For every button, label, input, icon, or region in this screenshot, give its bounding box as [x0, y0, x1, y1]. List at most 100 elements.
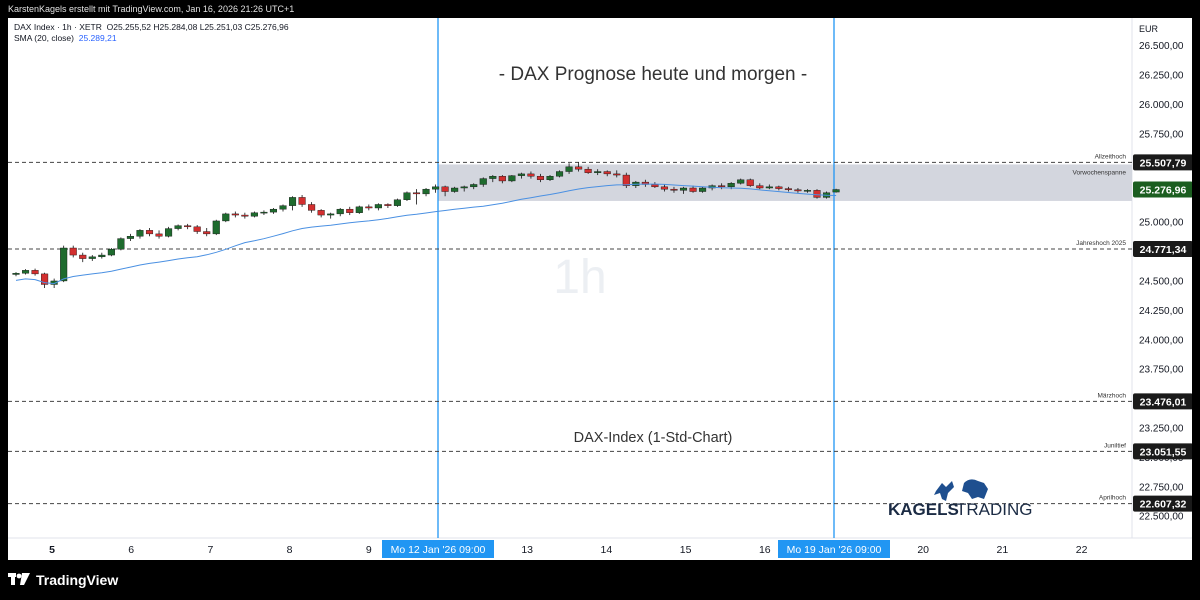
level-price-tag	[1133, 393, 1192, 410]
x-tick-label: 6	[128, 544, 134, 556]
candle	[651, 184, 659, 188]
candle	[298, 197, 306, 205]
candle	[832, 189, 840, 193]
candle	[775, 186, 783, 189]
candle	[384, 204, 392, 206]
candle	[317, 210, 325, 216]
candle	[432, 186, 440, 190]
candle	[556, 171, 564, 177]
candle	[327, 213, 335, 216]
candle	[460, 186, 468, 189]
level-name: Aprilhoch	[1099, 495, 1126, 502]
level-price-tag	[1133, 495, 1192, 512]
svg-text:KAGELS: KAGELS	[888, 500, 959, 519]
chart-panel[interactable]: 1h Vorwochenspanne Allzeithoch Jahreshoch 2…	[8, 18, 1192, 560]
candle	[403, 192, 411, 200]
x-tick-label: 13	[521, 544, 533, 556]
candle	[69, 247, 77, 256]
candle	[203, 231, 211, 235]
candle	[12, 273, 20, 275]
candle	[336, 208, 344, 215]
candle	[784, 188, 792, 190]
candle	[794, 189, 802, 192]
legend-sma-name: SMA (20, close)	[14, 33, 74, 43]
x-tick-label: 21	[997, 544, 1009, 556]
level-name: Juniltief	[1104, 442, 1126, 449]
candle	[107, 248, 115, 256]
svg-text:TRADING: TRADING	[956, 500, 1033, 519]
legend-sma-value: 25.289,21	[78, 33, 117, 43]
candle	[584, 168, 592, 173]
y-tick-label: 22.750,00	[1139, 482, 1184, 493]
candle	[603, 171, 611, 175]
candle	[145, 230, 154, 235]
candle	[679, 187, 688, 191]
candle	[479, 178, 487, 185]
interval-watermark: 1h	[553, 251, 606, 304]
tradingview-logo[interactable]: TradingView	[8, 572, 118, 588]
candle	[231, 213, 239, 216]
candle	[193, 226, 201, 232]
candle	[594, 171, 602, 173]
candle	[41, 273, 49, 285]
candle	[374, 204, 382, 209]
level-price-tag-text: 24.771,34	[1140, 244, 1187, 256]
candle	[250, 212, 258, 217]
candle	[565, 166, 573, 172]
candle	[60, 247, 68, 282]
candle	[660, 186, 668, 190]
candle	[613, 173, 621, 176]
y-tick-label: 25.750,00	[1139, 129, 1184, 140]
candle	[441, 186, 449, 192]
candle	[498, 176, 506, 182]
x-tick-label: 8	[287, 544, 293, 556]
candle	[546, 176, 554, 180]
candle	[346, 208, 354, 213]
level-price-tag-text: 25.507,79	[1140, 157, 1187, 169]
candle	[422, 188, 430, 195]
chart-title: - DAX Prognose heute und morgen -	[499, 64, 807, 85]
x-tick-label: 20	[917, 544, 929, 556]
candle	[241, 214, 249, 217]
candle	[575, 166, 583, 170]
legend-symbol: DAX Index · 1h · XETR	[14, 22, 102, 32]
candle	[508, 175, 516, 182]
level-price-tag	[1133, 154, 1192, 171]
date-marker-tag	[382, 540, 494, 558]
x-tick-label: 22	[1076, 544, 1088, 556]
candle	[765, 186, 773, 189]
current-price-tag	[1133, 181, 1192, 198]
candle	[670, 188, 678, 191]
date-marker-tag	[778, 540, 890, 558]
candle	[88, 256, 96, 259]
candle	[699, 187, 707, 192]
y-tick-label: 26.500,00	[1139, 41, 1184, 52]
range-box	[438, 164, 1132, 201]
y-tick-label: 22.500,00	[1139, 512, 1184, 523]
candle	[136, 230, 144, 237]
candle	[174, 225, 182, 229]
footer: TradingView	[0, 560, 1200, 600]
chart-credit: KarstenKagels erstellt mit TradingView.c…	[8, 4, 295, 14]
candle	[737, 179, 745, 184]
x-tick-label: 7	[207, 544, 213, 556]
currency-label: EUR	[1139, 24, 1159, 34]
candle	[165, 228, 173, 237]
candle	[746, 179, 754, 186]
candle	[126, 236, 134, 239]
y-tick-label: 23.250,00	[1139, 424, 1184, 435]
level-price-tag	[1133, 443, 1192, 460]
x-tick-label: 15	[680, 544, 692, 556]
y-tick-label: 25.000,00	[1139, 218, 1184, 229]
x-tick-label: 16	[759, 544, 771, 556]
level-price-tag	[1133, 241, 1192, 258]
date-marker-tag-text: Mo 12 Jan '26 09:00	[391, 544, 486, 556]
candle	[289, 197, 297, 206]
legend-ohlc: O25.255,52 H25.284,08 L25.251,03 C25.276…	[106, 22, 289, 32]
y-tick-label: 24.000,00	[1139, 335, 1184, 346]
date-marker-tag-text: Mo 19 Jan '26 09:00	[787, 544, 882, 556]
candle	[260, 211, 268, 214]
candle	[527, 173, 535, 177]
candle	[689, 187, 697, 192]
price-chart[interactable]: 1h Vorwochenspanne Allzeithoch Jahreshoch 2…	[8, 18, 1192, 560]
